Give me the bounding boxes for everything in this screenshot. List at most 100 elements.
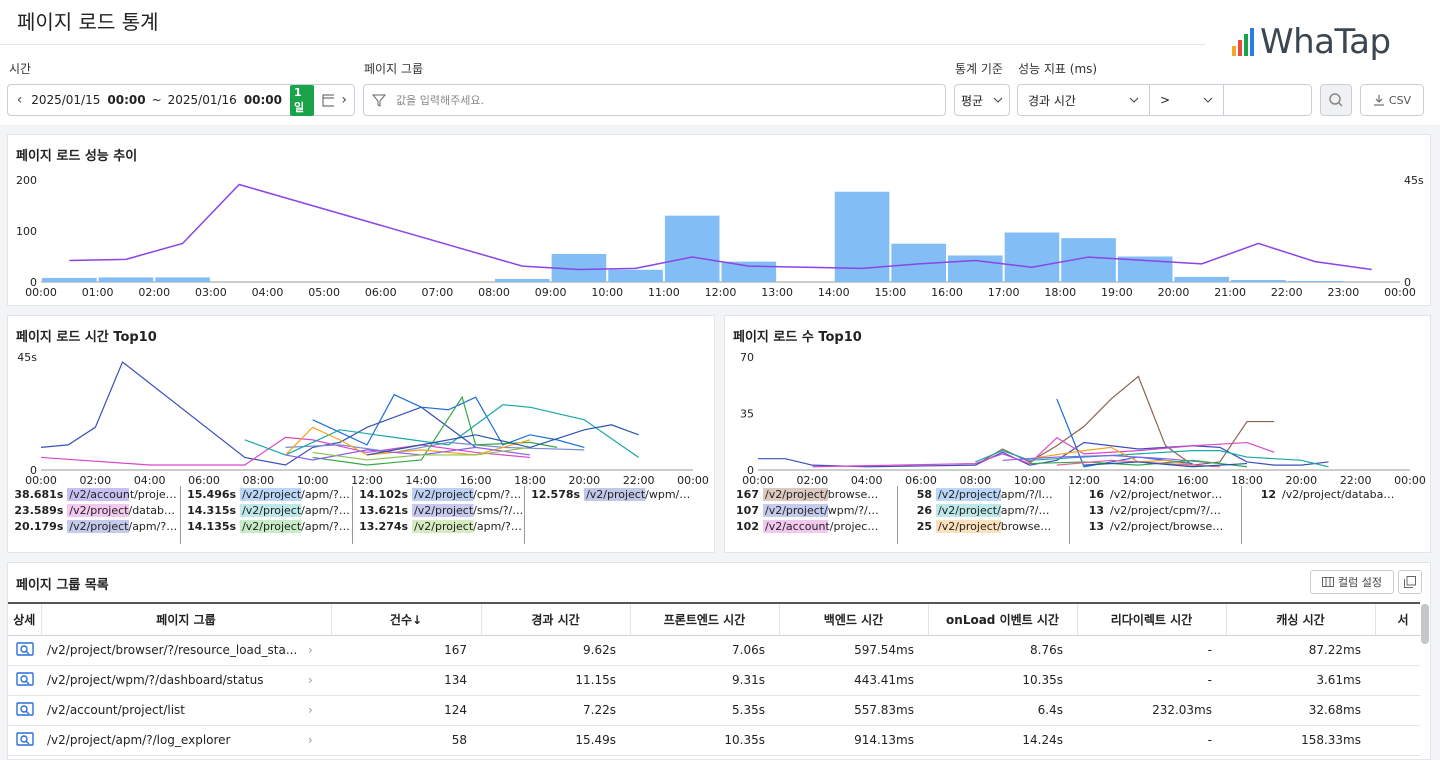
x-tick: 03:00 [195, 286, 227, 299]
legend-item[interactable]: 12/v2/project/database/?/i... [1244, 486, 1413, 502]
detail-view-icon[interactable] [15, 641, 34, 656]
detail-cell[interactable] [8, 665, 41, 696]
legend-item[interactable]: 107/v2/project/wpm/?/dash... [727, 502, 897, 518]
legend-item[interactable]: 13.274s/v2/project/apm/?/s... [355, 518, 524, 534]
legend-item[interactable]: 14.315s/v2/project/apm/?/d... [183, 502, 352, 518]
legend-item[interactable]: 13/v2/project/browser/?/p... [1072, 518, 1241, 534]
range-badge[interactable]: 1일 [290, 84, 314, 116]
legend-item[interactable]: 25/v2/project/browser/?/p... [900, 518, 1069, 534]
backend-cell: 443.41ms [779, 665, 928, 696]
legend-item[interactable]: 20.179s/v2/project/apm/?/tr... [10, 518, 180, 534]
legend-item[interactable]: 13.621s/v2/project/sms/?/d... [355, 502, 524, 518]
table-scrollbar[interactable] [1421, 604, 1429, 644]
redirect-cell: - [1077, 635, 1226, 666]
x-tick: 05:00 [308, 286, 340, 299]
x-tick: 06:00 [365, 286, 397, 299]
legend-item[interactable]: 167/v2/project/browser/?/re... [727, 486, 897, 502]
top-time-title: 페이지 로드 시간 Top10 [16, 330, 157, 345]
legend-value: 13 [1088, 519, 1104, 533]
chevron-down-icon [993, 97, 1003, 103]
th-onload[interactable]: onLoad 이벤트 시간 [928, 602, 1078, 636]
table-row[interactable]: /v2/project/wpm/?/dashboard/status › 134 … [8, 665, 1420, 696]
legend-path: /v2/project/sms/?/d... [412, 503, 524, 517]
table-row[interactable]: /v2/project/browser/?/resource_load_sta.… [8, 635, 1420, 666]
operator-select[interactable]: > [1150, 85, 1224, 115]
y-tick: 0 [30, 276, 37, 289]
page-group-cell[interactable]: /v2/project/browser/?/resource_load_sta.… [41, 635, 331, 666]
legend-item[interactable]: 26/v2/project/apm/?/dash... [900, 502, 1069, 518]
backend-cell: 597.54ms [779, 635, 928, 666]
stat-select[interactable]: 평균 [954, 84, 1010, 116]
page-group-filter[interactable]: 값을 입력해주세요. [363, 84, 946, 116]
chevron-right-icon[interactable]: › [341, 92, 347, 108]
th-backend[interactable]: 백엔드 시간 [779, 602, 929, 636]
x-tick: 00:00 [25, 286, 57, 299]
legend-item[interactable]: 102/v2/account/project/list [727, 518, 897, 534]
th-cache[interactable]: 캐싱 시간 [1226, 602, 1376, 636]
elapsed-cell: 11.15s [481, 665, 630, 696]
x-tick: 02:00 [79, 474, 111, 487]
chevron-right-icon[interactable]: › [308, 702, 313, 717]
chevron-right-icon[interactable]: › [308, 672, 313, 687]
search-button[interactable] [1320, 84, 1352, 116]
legend-item[interactable]: 58/v2/project/apm/?/log_e... [900, 486, 1069, 502]
metric-select[interactable]: 경과 시간 [1018, 85, 1150, 115]
metric-filter[interactable]: 경과 시간 > [1017, 84, 1312, 116]
detail-cell[interactable] [8, 725, 41, 756]
cache-cell: 158.33ms [1226, 725, 1375, 756]
line-series [69, 183, 1372, 271]
popout-button[interactable] [1398, 570, 1422, 594]
legend-item[interactable]: 14.135s/v2/project/apm/?/tr... [183, 518, 352, 534]
legend-item[interactable]: 12.578s/v2/project/wpm/?/... [527, 486, 696, 502]
x-tick: 20:00 [568, 474, 600, 487]
time-range-picker[interactable]: ‹ 2025/01/15 00:00 ~ 2025/01/16 00:00 1일… [7, 84, 355, 116]
table-row[interactable]: /v2/account/project/list › 124 7.22s 5.35… [8, 695, 1420, 726]
page-group-cell[interactable]: /v2/account/project/list › [41, 695, 331, 726]
th-page-group[interactable]: 페이지 그룹 [41, 602, 332, 636]
chevron-right-icon[interactable]: › [308, 642, 313, 657]
detail-view-icon[interactable] [15, 731, 34, 746]
th-frontend[interactable]: 프론트엔드 시간 [630, 602, 780, 636]
th-elapsed[interactable]: 경과 시간 [481, 602, 631, 636]
legend-item[interactable]: 23.589s/v2/project/databas... [10, 502, 180, 518]
column-settings-button[interactable]: 컬럼 설정 [1310, 570, 1394, 594]
header-divider [0, 44, 1205, 45]
chevron-left-icon[interactable]: ‹ [16, 92, 23, 108]
legend-item[interactable]: 15.496s/v2/project/apm/?/l... [183, 486, 352, 502]
frontend-cell: 9.31s [630, 665, 779, 696]
legend-item[interactable]: 16/v2/project/network/?/d... [1072, 486, 1241, 502]
calendar-icon[interactable] [322, 93, 335, 107]
table-row[interactable]: /v2/project/apm/?/log_explorer › 58 15.49… [8, 725, 1420, 756]
detail-view-icon[interactable] [15, 701, 34, 716]
chevron-right-icon[interactable]: › [308, 732, 313, 747]
detail-view-icon[interactable] [15, 671, 34, 686]
legend-path: /v2/account/project... [67, 487, 180, 501]
legend-path: /v2/project/browser/?/re... [763, 487, 881, 501]
legend-column: 58/v2/project/apm/?/log_e...26/v2/projec… [897, 486, 1069, 544]
group-placeholder[interactable]: 값을 입력해주세요. [396, 94, 484, 107]
time-from-date: 2025/01/15 [31, 93, 101, 107]
csv-download-button[interactable]: CSV [1360, 84, 1424, 116]
th-more[interactable]: 서 [1375, 602, 1420, 636]
detail-cell[interactable] [8, 635, 41, 666]
threshold-input[interactable] [1224, 85, 1311, 115]
legend-item[interactable]: 13/v2/project/cpm/?/kube/... [1072, 502, 1241, 518]
page-group-cell[interactable]: /v2/project/wpm/?/dashboard/status › [41, 665, 331, 696]
th-redirect[interactable]: 리다이렉트 시간 [1077, 602, 1227, 636]
x-tick: 00:00 [1384, 286, 1416, 299]
legend-value: 12.578s [531, 487, 581, 501]
x-tick: 06:00 [905, 474, 937, 487]
page-group-cell[interactable]: /v2/project/apm/?/log_explorer › [41, 725, 331, 756]
y-tick: 0 [747, 464, 754, 477]
legend-path: /v2/project/apm/?/dash... [936, 503, 1054, 517]
x-tick: 20:00 [1158, 286, 1190, 299]
detail-cell[interactable] [8, 695, 41, 726]
th-count[interactable]: 건수↓ [331, 602, 482, 636]
metric-label: 성능 지표 (ms) [1018, 62, 1098, 76]
legend-path: /v2/project/apm/?/tr... [240, 519, 352, 533]
elapsed-cell: 15.49s [481, 725, 630, 756]
x-tick: 02:00 [138, 286, 170, 299]
legend-item[interactable]: 38.681s/v2/account/project... [10, 486, 180, 502]
legend-item[interactable]: 14.102s/v2/project/cpm/?/l... [355, 486, 524, 502]
stat-label: 통계 기준 [955, 62, 1003, 76]
